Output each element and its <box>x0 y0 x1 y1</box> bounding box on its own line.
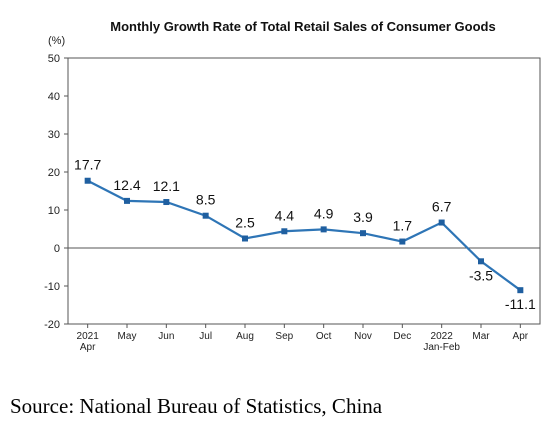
y-tick-label: 20 <box>48 167 60 179</box>
x-tick-label: Aug <box>236 331 254 342</box>
x-tick-label: Jul <box>199 331 212 342</box>
x-tick-label: Mar <box>472 331 490 342</box>
data-label: 17.7 <box>74 157 101 173</box>
data-label: 12.1 <box>153 178 180 194</box>
data-label: 2.5 <box>235 215 255 231</box>
data-label: 3.9 <box>353 209 373 225</box>
series-line <box>87 179 521 292</box>
data-point <box>202 212 209 219</box>
markers <box>84 177 524 294</box>
y-tick-label: 30 <box>48 129 60 141</box>
chart-title: Monthly Growth Rate of Total Retail Sale… <box>110 19 495 34</box>
y-tick-label: -20 <box>44 319 60 331</box>
y-tick-label: -10 <box>44 281 60 293</box>
x-tick-label: 2022 <box>431 331 454 342</box>
data-point <box>84 177 91 184</box>
data-label: 4.4 <box>275 207 295 223</box>
data-label: 8.5 <box>196 192 216 208</box>
data-label: -11.1 <box>505 296 536 312</box>
data-label: -3.5 <box>469 267 493 283</box>
chart: Monthly Growth Rate of Total Retail Sale… <box>44 19 541 353</box>
data-point <box>163 199 170 206</box>
y-tick-label: 40 <box>48 91 60 103</box>
data-labels: 17.7 12.4 12.1 8.5 2.5 4.4 4.9 3.9 1.7 6.7 -3.5 -11… <box>74 157 536 312</box>
data-point <box>124 197 130 204</box>
source-note: Source: National Bureau of Statistics, C… <box>10 394 383 418</box>
y-axis: 50 40 30 20 10 0 -10 -20 <box>44 53 68 331</box>
x-tick-label: Apr <box>513 331 529 342</box>
x-tick-label: Oct <box>316 331 332 342</box>
x-tick-label: Apr <box>80 342 96 353</box>
y-unit-label: (%) <box>48 35 65 47</box>
x-tick-label: Jun <box>158 331 174 342</box>
y-tick-label: 0 <box>54 243 60 255</box>
data-point <box>478 258 484 265</box>
x-tick-label: Dec <box>393 331 411 342</box>
data-point <box>517 287 524 294</box>
x-tick-label: 2021 <box>77 331 100 342</box>
data-label: 4.9 <box>314 205 334 221</box>
data-point <box>281 228 288 235</box>
x-tick-label: Jan-Feb <box>423 342 460 353</box>
data-point <box>438 219 445 226</box>
data-label: 6.7 <box>432 199 452 215</box>
plot-frame <box>67 57 541 325</box>
x-tick-label: Nov <box>354 331 372 342</box>
data-point <box>399 238 406 245</box>
y-tick-label: 50 <box>48 53 60 65</box>
data-point <box>360 230 366 237</box>
data-label: 12.4 <box>113 177 140 193</box>
data-point <box>320 226 327 233</box>
x-tick-label: May <box>118 331 137 342</box>
x-tick-label: Sep <box>275 331 293 342</box>
y-tick-label: 10 <box>48 205 60 217</box>
data-label: 1.7 <box>393 218 413 234</box>
data-point <box>242 235 248 242</box>
